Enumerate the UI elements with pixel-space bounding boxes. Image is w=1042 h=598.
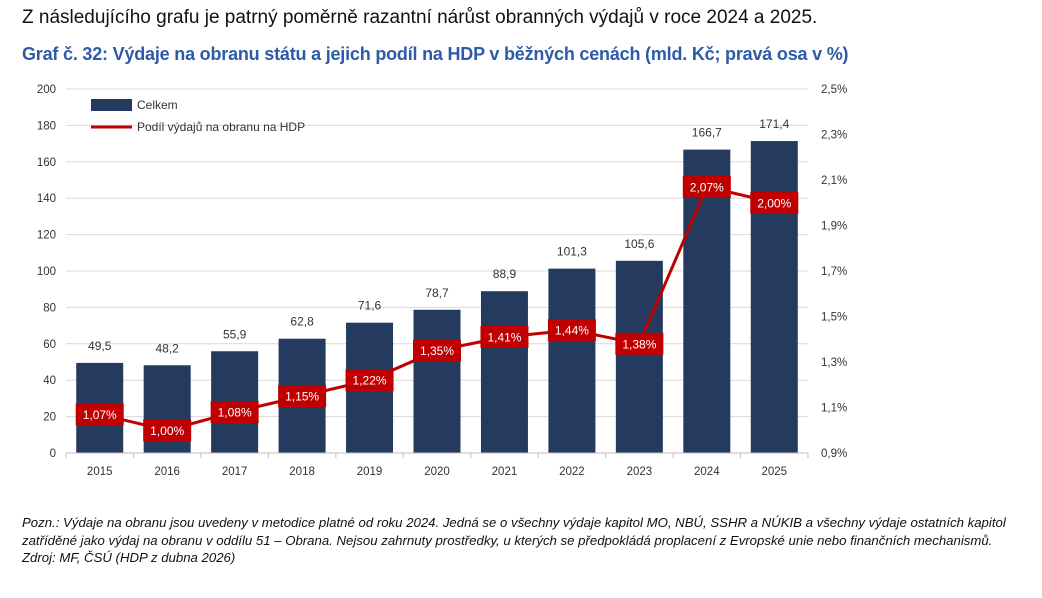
left-tick-label: 180 — [37, 120, 56, 132]
line-label-box — [278, 385, 327, 408]
bar-value-label: 166,7 — [692, 126, 722, 140]
left-tick-label: 120 — [37, 230, 56, 242]
left-axis-ticks: 0 20 40 60 80 100 120 140 160 180 200 — [37, 84, 56, 460]
right-tick-label: 1,7% — [821, 266, 847, 278]
x-tick-label: 2016 — [154, 466, 180, 478]
chart: 0 20 40 60 80 100 120 140 160 180 200 0,9% 1,1% 1,3%… — [37, 84, 847, 478]
bar-2021 — [480, 291, 528, 453]
left-tick-label: 200 — [37, 84, 56, 96]
line-value-label: 1,15% — [285, 390, 319, 404]
legend: Celkem Podíl výdajů na obranu na HDP — [91, 98, 305, 134]
legend-swatch-bar — [91, 99, 132, 111]
x-tick-label: 2015 — [87, 466, 113, 478]
right-tick-label: 1,1% — [821, 403, 847, 415]
line-value-label: 1,22% — [353, 374, 387, 388]
right-axis-ticks: 0,9% 1,1% 1,3% 1,5% 1,7% 1,9% 2,1% 2,3% 2,5% — [821, 84, 847, 460]
source-text: Zdroj: MF, ČSÚ (HDP z dubna 2026) — [22, 550, 236, 565]
right-tick-label: 1,3% — [821, 357, 847, 369]
line-label-box — [547, 319, 596, 342]
bar-value-label: 49,5 — [88, 339, 112, 353]
left-tick-label: 160 — [37, 157, 56, 169]
bar-series: 49,5 48,2 55,9 62,8 71,6 78,7 88,9 101,3 105,6 16… — [76, 117, 798, 453]
bar-value-label: 171,4 — [759, 117, 789, 131]
line-value-label: 2,07% — [690, 180, 724, 194]
line-label-box — [682, 175, 731, 198]
bar-2020 — [413, 309, 461, 453]
bar-value-label: 55,9 — [223, 327, 247, 341]
right-tick-label: 2,3% — [821, 130, 847, 142]
bar-value-label: 78,7 — [425, 286, 449, 300]
line-value-label: 1,38% — [622, 337, 656, 351]
line-label-box — [143, 419, 192, 442]
x-tick-label: 2023 — [627, 466, 653, 478]
line-label-box — [75, 403, 124, 426]
x-tick-label: 2017 — [222, 466, 248, 478]
left-tick-label: 0 — [50, 448, 56, 460]
legend-label-bar: Celkem — [137, 98, 178, 112]
line-label-box — [480, 325, 529, 348]
line-label-box — [345, 369, 394, 392]
left-tick-label: 80 — [43, 302, 56, 314]
legend-label-line: Podíl výdajů na obranu na HDP — [137, 120, 305, 134]
left-tick-label: 140 — [37, 193, 56, 205]
bar-value-label: 105,6 — [624, 237, 654, 251]
bar-2025 — [750, 141, 798, 453]
bar-value-label: 71,6 — [358, 299, 382, 313]
x-tick-label: 2019 — [357, 466, 383, 478]
line-value-label: 1,07% — [83, 408, 117, 422]
left-tick-label: 100 — [37, 266, 56, 278]
bar-2024 — [683, 149, 731, 453]
x-tick-label: 2018 — [289, 466, 315, 478]
line-label-box — [750, 191, 799, 214]
x-tick-label: 2020 — [424, 466, 450, 478]
line-value-label: 1,41% — [487, 330, 521, 344]
line-label-box — [210, 401, 259, 424]
right-tick-label: 2,1% — [821, 175, 847, 187]
bar-value-label: 88,9 — [493, 267, 517, 281]
line-value-label: 1,35% — [420, 344, 454, 358]
line-value-label: 1,08% — [218, 406, 252, 420]
left-tick-label: 20 — [43, 412, 56, 424]
note-text: Pozn.: Výdaje na obranu jsou uvedeny v m… — [22, 515, 1006, 548]
left-tick-label: 60 — [43, 339, 56, 351]
line-value-label: 1,00% — [150, 424, 184, 438]
left-tick-label: 40 — [43, 375, 56, 387]
footnote: Pozn.: Výdaje na obranu jsou uvedeny v m… — [22, 514, 1022, 567]
bar-value-label: 48,2 — [156, 341, 180, 355]
intro-text: Z následujícího grafu je patrný poměrně … — [22, 7, 818, 28]
line-value-label: 2,00% — [757, 196, 791, 210]
right-tick-label: 1,5% — [821, 312, 847, 324]
bar-value-label: 101,3 — [557, 245, 587, 259]
chart-title: Graf č. 32: Výdaje na obranu státu a jej… — [22, 44, 849, 64]
right-tick-label: 1,9% — [821, 221, 847, 233]
x-tick-label: 2025 — [761, 466, 787, 478]
bar-2023 — [615, 260, 663, 453]
line-label-box — [413, 339, 461, 362]
line-series: 1,07% 1,00% 1,08% 1,15% 1,22% 1,35% 1,41% 1,44%… — [75, 175, 799, 442]
bar-2022 — [548, 268, 596, 453]
right-tick-label: 2,5% — [821, 84, 847, 96]
x-tick-label: 2022 — [559, 466, 585, 478]
line-value-label: 1,44% — [555, 324, 589, 338]
x-axis: 2015 2016 2017 2018 2019 2020 2021 2022 2023 2024… — [65, 452, 809, 478]
bar-value-label: 62,8 — [290, 315, 314, 329]
right-tick-label: 0,9% — [821, 448, 847, 460]
line-label-box — [615, 332, 664, 355]
x-tick-label: 2021 — [492, 466, 518, 478]
x-tick-label: 2024 — [694, 466, 720, 478]
